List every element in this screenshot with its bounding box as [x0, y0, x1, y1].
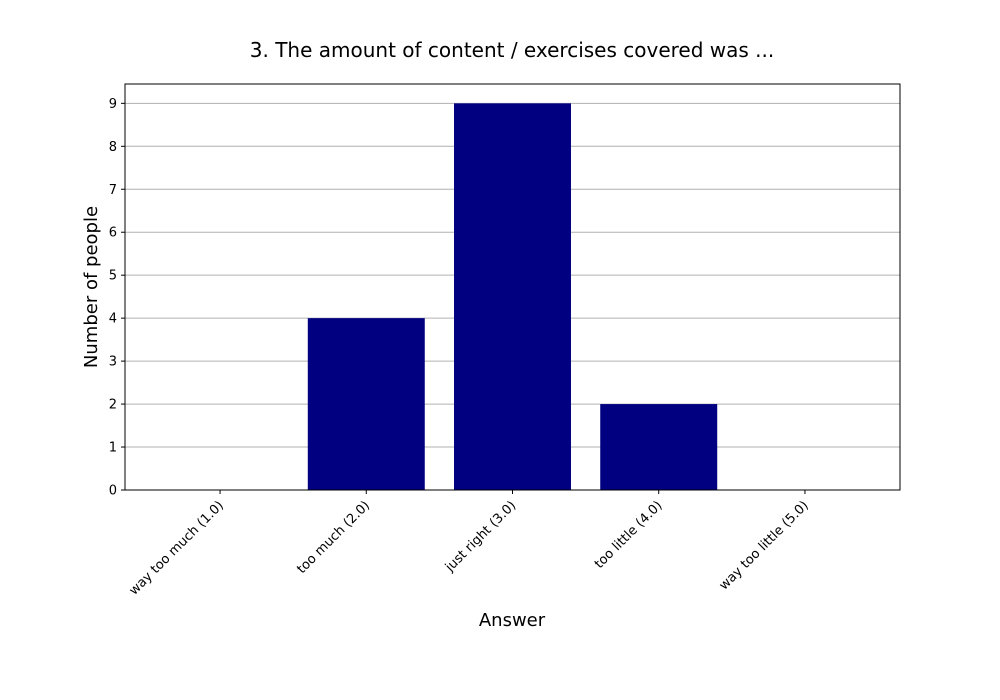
x-tick-label: way too little (5.0): [717, 498, 812, 593]
y-tick-label: 4: [109, 312, 117, 327]
y-axis-ticks: 0 1 2 3 4 5 6 7 8 9: [109, 97, 125, 499]
y-tick-label: 5: [109, 269, 117, 284]
y-tick-label: 3: [109, 355, 117, 370]
x-tick-label: way too much (1.0): [127, 498, 227, 598]
y-tick-label: 2: [109, 398, 117, 413]
bar: [307, 318, 425, 490]
x-tick-label: too little (4.0): [592, 498, 666, 572]
y-axis-label: Number of people: [81, 206, 102, 368]
chart-title: 3. The amount of content / exercises cov…: [250, 38, 774, 62]
x-axis-ticks: way too much (1.0) too much (2.0) just rig…: [127, 490, 812, 598]
bars: [307, 103, 718, 490]
x-tick-label: too much (2.0): [294, 498, 373, 577]
y-tick-label: 9: [109, 97, 117, 112]
y-tick-label: 0: [109, 484, 117, 499]
bar: [454, 103, 571, 490]
y-tick-label: 8: [109, 140, 117, 155]
x-tick-label: just right (3.0): [442, 498, 519, 575]
bar: [600, 404, 718, 490]
y-tick-label: 6: [109, 226, 117, 241]
x-axis-label: Answer: [479, 610, 546, 631]
y-tick-label: 1: [109, 441, 117, 456]
y-tick-label: 7: [109, 183, 117, 198]
